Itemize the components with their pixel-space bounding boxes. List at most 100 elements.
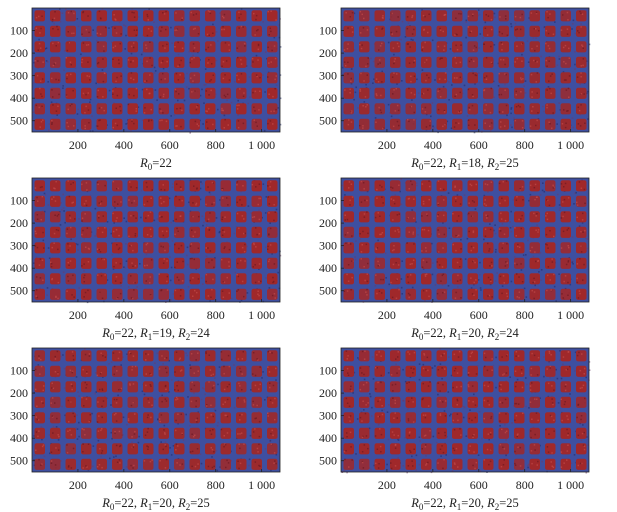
heatmap-cell	[343, 288, 354, 300]
heatmap-cell	[174, 41, 185, 53]
heatmap-cell	[96, 87, 107, 99]
heatmap-cell	[529, 10, 540, 22]
x-tick-label: 600	[161, 308, 179, 322]
heatmap-cell	[205, 195, 216, 207]
heatmap-cell	[127, 443, 138, 455]
heatmap-cell	[390, 396, 401, 408]
heatmap-cell	[436, 180, 447, 192]
heatmap-cell	[65, 118, 76, 130]
heatmap-cell	[483, 257, 494, 269]
y-tick-label: 200	[10, 216, 28, 230]
heatmap-cell	[205, 242, 216, 254]
heatmap-cell	[390, 72, 401, 84]
heatmap-cell	[359, 242, 370, 254]
heatmap-cell	[390, 365, 401, 377]
heatmap-cell	[158, 87, 169, 99]
heatmap-cell	[498, 350, 509, 362]
heatmap-cell	[220, 103, 231, 115]
heatmap-cell	[65, 350, 76, 362]
heatmap-cell	[498, 103, 509, 115]
panel-caption: R0=22, R1=20, R2=25	[410, 496, 519, 512]
heatmap-cell	[65, 25, 76, 37]
heatmap-cell	[143, 56, 154, 68]
heatmap-cell	[143, 118, 154, 130]
heatmap-cell	[498, 56, 509, 68]
heatmap-cell	[96, 211, 107, 223]
heatmap-cell	[174, 458, 185, 470]
y-tick-label: 500	[10, 284, 28, 298]
heatmap-cell	[343, 211, 354, 223]
heatmap-cell	[158, 365, 169, 377]
heatmap-cell	[436, 72, 447, 84]
heatmap-cell	[267, 41, 278, 53]
heatmap-cell	[236, 56, 247, 68]
heatmap-cell	[374, 103, 385, 115]
heatmap-cell	[50, 443, 61, 455]
heatmap-cell	[220, 288, 231, 300]
panel-caption: R0=22, R1=18, R2=25	[410, 156, 519, 172]
heatmap-cell	[251, 56, 262, 68]
heatmap-cell	[81, 211, 92, 223]
heatmap-cell	[220, 10, 231, 22]
heatmap-cell	[390, 458, 401, 470]
heatmap-cell	[251, 381, 262, 393]
x-tick-label: 200	[378, 478, 396, 492]
heatmap-cell	[236, 288, 247, 300]
heatmap-cell	[560, 412, 571, 424]
heatmap-cell	[65, 195, 76, 207]
y-tick-label: 300	[10, 239, 28, 253]
heatmap-cell	[127, 118, 138, 130]
heatmap-cell	[374, 396, 385, 408]
heatmap-cell	[421, 396, 432, 408]
y-tick-label: 400	[319, 91, 337, 105]
heatmap-cell	[34, 458, 45, 470]
heatmap-cell	[205, 211, 216, 223]
x-tick-label: 400	[424, 138, 442, 152]
x-tick-label: 200	[69, 308, 87, 322]
heatmap-cell	[65, 412, 76, 424]
heatmap-cell	[236, 257, 247, 269]
heatmap-cell	[189, 242, 200, 254]
heatmap-cell	[143, 103, 154, 115]
x-tick-label: 600	[470, 478, 488, 492]
heatmap-cell	[483, 103, 494, 115]
heatmap-cell	[50, 396, 61, 408]
heatmap-cell	[236, 226, 247, 238]
heatmap-cell	[405, 257, 416, 269]
heatmap-cell	[483, 427, 494, 439]
heatmap-cell	[158, 396, 169, 408]
heatmap-cell	[143, 381, 154, 393]
heatmap-cell	[81, 72, 92, 84]
heatmap-cell	[220, 427, 231, 439]
heatmap-cell	[267, 350, 278, 362]
heatmap-cell	[529, 180, 540, 192]
heatmap-cell	[452, 226, 463, 238]
heatmap-cell	[127, 56, 138, 68]
heatmap-cell	[405, 427, 416, 439]
heatmap-cell	[529, 427, 540, 439]
heatmap-cell	[576, 72, 587, 84]
heatmap-cell	[343, 396, 354, 408]
heatmap-cell	[390, 10, 401, 22]
heatmap-cell	[220, 87, 231, 99]
heatmap-cells	[343, 350, 587, 470]
heatmap-cell	[576, 103, 587, 115]
heatmap-cell	[251, 118, 262, 130]
heatmap-cell	[576, 41, 587, 53]
heatmap-cell	[498, 10, 509, 22]
heatmap-cell	[205, 381, 216, 393]
heatmap-cell	[514, 25, 525, 37]
heatmap-cell	[436, 10, 447, 22]
heatmap-cell	[81, 226, 92, 238]
heatmap-cell	[483, 242, 494, 254]
heatmap-cell	[374, 72, 385, 84]
heatmap-cell	[498, 257, 509, 269]
heatmap-cell	[251, 288, 262, 300]
heatmap-cell	[467, 257, 478, 269]
heatmap-cell	[452, 10, 463, 22]
heatmap-cell	[421, 427, 432, 439]
heatmap-cell	[452, 195, 463, 207]
heatmap-cell	[143, 226, 154, 238]
heatmap-cell	[498, 396, 509, 408]
heatmap-cell	[96, 288, 107, 300]
